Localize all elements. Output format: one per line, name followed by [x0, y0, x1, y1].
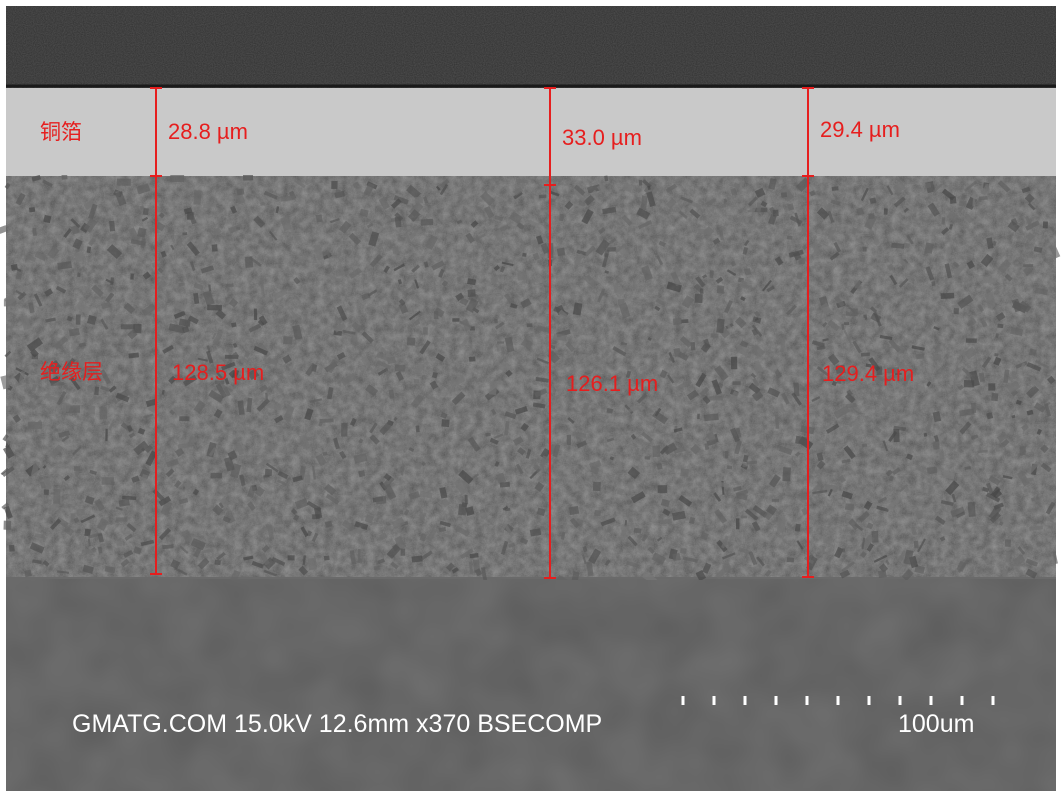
- measurement-lines: [150, 87, 814, 579]
- particle-texture: [0, 175, 1061, 580]
- copper-layer-label: 铜箔: [40, 120, 82, 144]
- sem-info-bar: GMATG.COM 15.0kV 12.6mm x370 BSECOMP: [72, 710, 603, 738]
- copper-measurement-3: 29.4 µm: [820, 117, 900, 142]
- copper-layer: [6, 88, 1056, 188]
- insulation-measurement-1: 128.5 µm: [172, 360, 265, 385]
- copper-measurement-2: 33.0 µm: [562, 125, 642, 150]
- insulation-measurement-3: 129.4 µm: [822, 361, 915, 386]
- scale-bar: [681, 696, 995, 705]
- insulation-layer-label: 绝缘层: [40, 360, 103, 384]
- copper-measurement-1: 28.8 µm: [168, 119, 248, 144]
- scale-bar-label: 100um: [898, 710, 975, 738]
- insulation-measurement-2: 126.1 µm: [566, 371, 659, 396]
